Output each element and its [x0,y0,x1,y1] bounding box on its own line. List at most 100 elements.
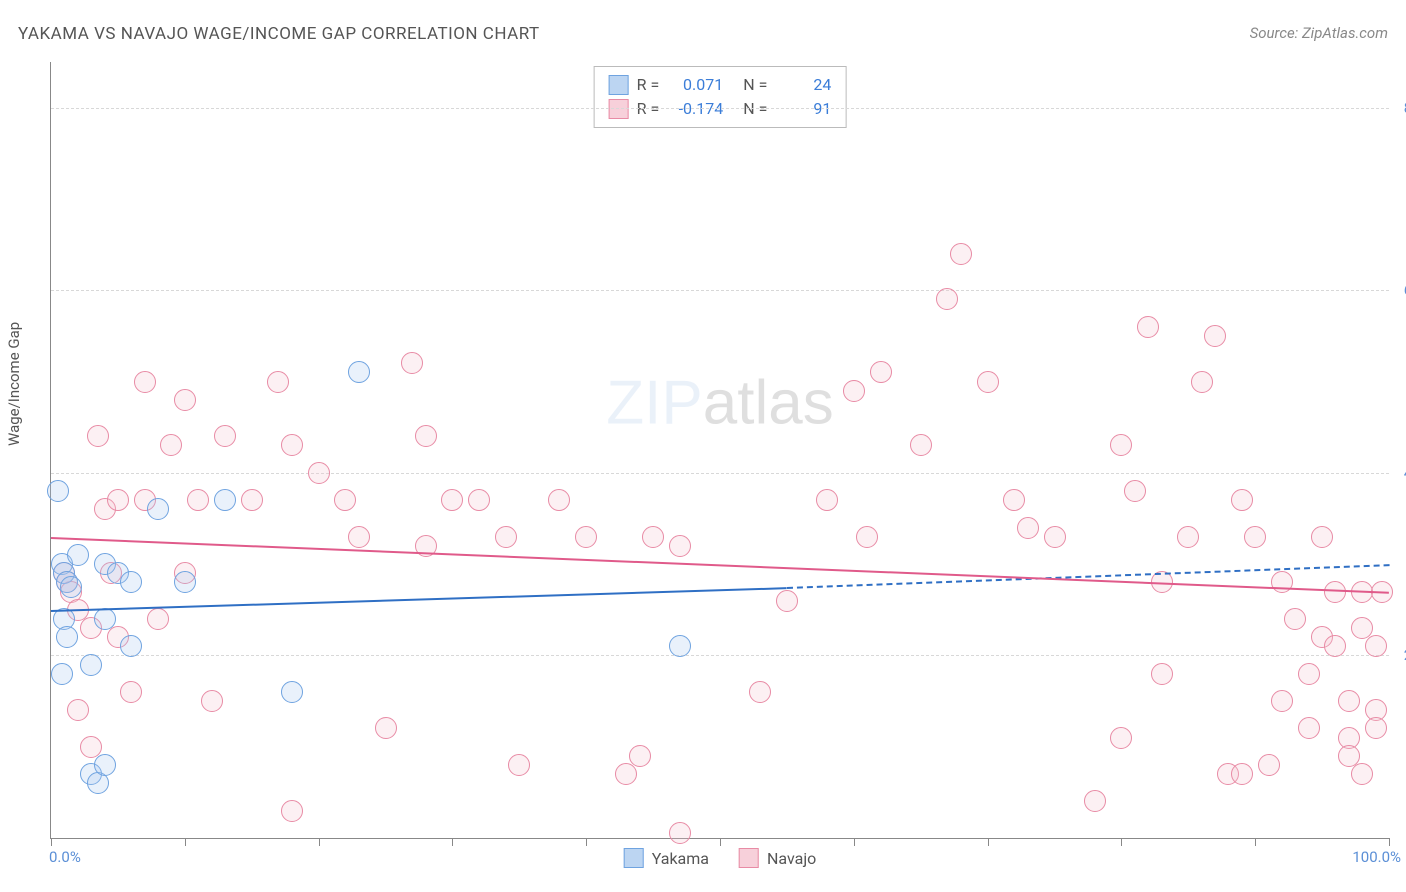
legend-item-yakama: Yakama [624,848,709,868]
navajo-point [147,608,169,630]
legend-label-yakama: Yakama [652,849,709,868]
legend-item-navajo: Navajo [739,848,816,868]
x-axis-min-label: 0.0% [49,848,81,866]
chart-container: YAKAMA VS NAVAJO WAGE/INCOME GAP CORRELA… [0,0,1406,892]
navajo-point [308,462,330,484]
navajo-point [936,288,958,310]
navajo-point [508,754,530,776]
navajo-point [629,745,651,767]
navajo-point [669,535,691,557]
trend-yakama-dashed [787,564,1389,589]
gridline [51,290,1389,291]
r-label-yakama: R = [637,73,660,97]
legend-label-navajo: Navajo [767,849,816,868]
n-label-yakama: N = [743,73,767,97]
navajo-point [187,489,209,511]
navajo-point [1365,635,1387,657]
yakama-point [56,626,78,648]
yakama-point [214,489,236,511]
navajo-point [816,489,838,511]
navajo-point [1298,663,1320,685]
navajo-point [415,425,437,447]
navajo-point [441,489,463,511]
yakama-point [80,654,102,676]
navajo-point [87,425,109,447]
x-tick [720,838,721,846]
r-label-navajo: R = [637,97,660,121]
yakama-point [348,361,370,383]
navajo-point [495,526,517,548]
x-tick [452,838,453,846]
correlation-stats-box: R = 0.071 N = 24 R = -0.174 N = 91 [594,66,847,128]
yakama-point [147,498,169,520]
navajo-point [1365,717,1387,739]
x-tick [586,838,587,846]
source-attribution: Source: ZipAtlas.com [1250,24,1388,42]
navajo-point [281,800,303,822]
navajo-point [1338,690,1360,712]
legend-swatch-yakama [624,848,644,868]
navajo-point [348,526,370,548]
yakama-point [174,571,196,593]
navajo-point [1324,635,1346,657]
navajo-point [749,681,771,703]
navajo-point [870,361,892,383]
navajo-point [1177,526,1199,548]
navajo-point [1298,717,1320,739]
navajo-point [334,489,356,511]
navajo-point [856,526,878,548]
navajo-point [669,822,691,844]
navajo-point [1017,517,1039,539]
watermark-zip: ZIP [606,369,702,438]
navajo-point [214,425,236,447]
navajo-point [1244,526,1266,548]
navajo-point [910,434,932,456]
navajo-point [1084,790,1106,812]
navajo-point [1191,371,1213,393]
navajo-point [267,371,289,393]
chart-title: YAKAMA VS NAVAJO WAGE/INCOME GAP CORRELA… [18,24,540,44]
yakama-point [60,576,82,598]
navajo-point [120,681,142,703]
x-tick [1255,838,1256,846]
navajo-point [241,489,263,511]
navajo-point [1003,489,1025,511]
navajo-point [642,526,664,548]
navajo-point [1284,608,1306,630]
swatch-yakama [609,75,629,95]
x-tick [1389,838,1390,846]
legend-swatch-navajo [739,848,759,868]
watermark-atlas: atlas [703,369,834,438]
navajo-point [950,243,972,265]
navajo-point [843,380,865,402]
navajo-point [1151,663,1173,685]
navajo-point [1311,526,1333,548]
swatch-navajo [609,99,629,119]
n-value-navajo: 91 [775,97,831,121]
yakama-point [120,571,142,593]
r-value-navajo: -0.174 [667,97,723,121]
yakama-point [94,608,116,630]
navajo-point [468,489,490,511]
navajo-point [160,434,182,456]
navajo-point [615,763,637,785]
stats-row-yakama: R = 0.071 N = 24 [609,73,832,97]
n-value-yakama: 24 [775,73,831,97]
navajo-point [1137,316,1159,338]
n-label-navajo: N = [743,97,767,121]
gridline [51,108,1389,109]
x-axis-max-label: 100.0% [1352,848,1401,866]
legend: Yakama Navajo [624,848,817,868]
x-tick [1121,838,1122,846]
navajo-point [201,690,223,712]
navajo-point [1271,571,1293,593]
y-axis-label: Wage/Income Gap [5,322,23,446]
yakama-point [669,635,691,657]
trend-yakama-solid [51,587,787,612]
gridline [51,473,1389,474]
stats-row-navajo: R = -0.174 N = 91 [609,97,832,121]
yakama-point [281,681,303,703]
navajo-point [375,717,397,739]
gridline [51,655,1389,656]
r-value-yakama: 0.071 [667,73,723,97]
